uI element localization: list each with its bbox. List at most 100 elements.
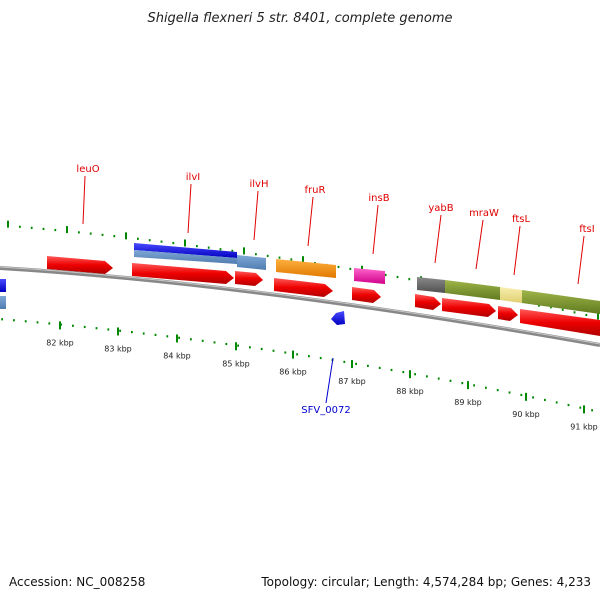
gene-label-mraW[interactable]: mraW xyxy=(469,208,499,219)
lower-tick-dot xyxy=(225,342,228,346)
cds-mraW[interactable] xyxy=(442,298,496,317)
lower-tick-dot xyxy=(24,320,27,323)
upper-tick-dot xyxy=(573,311,576,314)
feature-blue-partial[interactable] xyxy=(0,279,6,292)
kbp-major-tick xyxy=(117,327,119,336)
gene-label-SFV_0072[interactable]: SFV_0072 xyxy=(301,405,350,416)
leader-line-leuO xyxy=(82,175,86,225)
kbp-major-tick xyxy=(176,334,178,343)
genome-backbone xyxy=(0,266,600,347)
feature-steel-ilvI[interactable] xyxy=(134,250,237,264)
kbp-major-tick xyxy=(525,392,527,401)
upper-tick-dot xyxy=(408,278,411,281)
lower-tick-dot xyxy=(485,386,487,389)
leader-line-mraW xyxy=(475,219,484,270)
lower-tick-dot xyxy=(402,370,405,374)
lower-tick-dot xyxy=(142,332,145,335)
upper-tick-major xyxy=(7,220,9,228)
lower-tick-dot xyxy=(355,362,357,365)
upper-tick-dot xyxy=(207,246,210,249)
upper-tick-major xyxy=(302,256,304,264)
lower-tick-dot xyxy=(13,319,15,322)
upper-tick-dot xyxy=(561,308,564,311)
upper-tick-dot xyxy=(337,265,340,269)
feature-olive-mraW[interactable] xyxy=(445,280,500,300)
genome-title: Shigella flexneri 5 str. 8401, complete … xyxy=(147,11,453,26)
lower-tick-dot xyxy=(48,322,51,325)
lower-tick-dot xyxy=(60,323,62,326)
cds-ilvI[interactable] xyxy=(132,263,234,284)
feature-blue-ilvI[interactable] xyxy=(134,243,237,258)
feature-steel-ilvH[interactable] xyxy=(237,255,266,270)
feature-track-upper xyxy=(134,243,600,314)
left-edge-features xyxy=(0,279,6,309)
upper-tick-major xyxy=(243,247,245,255)
gene-label-ilvH[interactable]: ilvH xyxy=(250,179,269,190)
lower-tick-dot xyxy=(1,318,3,321)
lower-tick-dot xyxy=(249,346,251,349)
lower-tick-dot xyxy=(272,349,275,352)
lower-tick-dot xyxy=(343,360,346,363)
lower-tick-dot xyxy=(36,321,39,324)
kbp-label: 87 kbp xyxy=(338,377,366,386)
cds-yabB[interactable] xyxy=(415,294,441,310)
upper-tick-dot xyxy=(396,275,399,279)
kbp-major-tick xyxy=(409,370,411,379)
upper-tick-dot xyxy=(160,240,163,243)
lower-tick-dot xyxy=(190,338,192,341)
leader-line-SFV_0072 xyxy=(325,357,334,404)
lower-tick-scale xyxy=(1,318,593,414)
upper-tick-dot xyxy=(349,267,352,270)
accession-text: Accession: NC_008258 xyxy=(9,575,146,589)
gene-label-fruR[interactable]: fruR xyxy=(305,185,326,196)
gene-label-insB[interactable]: insB xyxy=(368,193,389,204)
feature-tan-ftsL[interactable] xyxy=(500,287,522,303)
lower-tick-dot xyxy=(555,401,558,404)
kbp-major-tick xyxy=(467,381,469,390)
upper-tick-dot xyxy=(89,232,92,235)
upper-tick-dot xyxy=(78,231,80,234)
feature-orange-fruR[interactable] xyxy=(276,259,336,278)
feature-olive-ftsI[interactable] xyxy=(522,290,600,314)
gene-label-ftsL[interactable]: ftsL xyxy=(512,214,530,225)
cds-SFV_0072[interactable] xyxy=(331,311,345,325)
gene-label-ftsI[interactable]: ftsI xyxy=(579,224,594,235)
lower-tick-dot xyxy=(95,327,98,330)
cds-fruR[interactable] xyxy=(274,278,333,297)
kbp-major-tick xyxy=(351,360,353,369)
lower-tick-dot xyxy=(319,356,322,360)
cds-ftsL[interactable] xyxy=(498,306,518,321)
upper-tick-dot xyxy=(172,241,175,245)
feature-steel-partial[interactable] xyxy=(0,296,6,309)
lower-tick-dot xyxy=(260,347,263,351)
feature-grey-yabB[interactable] xyxy=(417,277,445,293)
kbp-major-tick xyxy=(59,321,61,330)
lower-tick-dot xyxy=(83,325,86,329)
upper-tick-dot xyxy=(19,225,21,228)
cds-leuO[interactable] xyxy=(47,256,113,274)
upper-tick-dot xyxy=(113,235,116,238)
gene-label-yabB[interactable]: yabB xyxy=(428,203,453,214)
label-leader-lines xyxy=(82,175,585,404)
gene-label-ilvI[interactable]: ilvI xyxy=(186,172,200,183)
gene-labels: leuO ilvI ilvH fruR insB yabB mraW ftsL ftsI SFV_… xyxy=(76,164,594,416)
lower-tick-dot xyxy=(520,393,523,397)
gene-label-leuO[interactable]: leuO xyxy=(76,164,99,175)
upper-tick-dot xyxy=(148,239,151,242)
cds-insB[interactable] xyxy=(352,287,381,303)
upper-tick-dot xyxy=(585,313,588,317)
cds-ftsI[interactable] xyxy=(520,309,600,336)
lower-tick-dot xyxy=(131,331,133,334)
feature-pink-insB[interactable] xyxy=(354,268,385,284)
genome-backbone-highlight xyxy=(0,266,600,345)
lower-tick-dot xyxy=(166,335,169,338)
cds-ilvH[interactable] xyxy=(235,271,263,286)
lower-tick-dot xyxy=(591,409,593,412)
lower-tick-dot xyxy=(567,403,570,407)
leader-line-ilvI xyxy=(187,183,192,234)
lower-tick-dot xyxy=(296,353,298,356)
leader-line-ftsL xyxy=(513,225,521,276)
lower-tick-dot xyxy=(213,341,216,344)
lower-tick-dot xyxy=(532,396,534,399)
